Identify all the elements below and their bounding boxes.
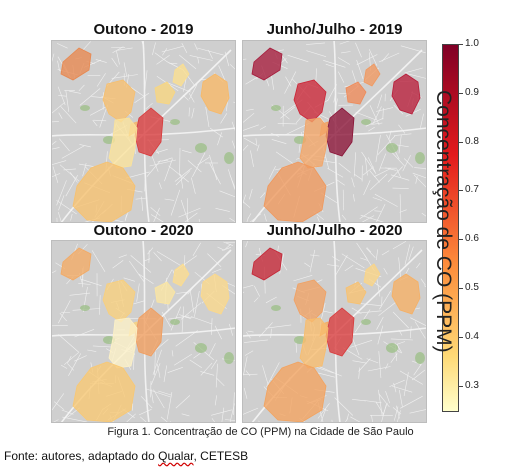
panel-title-outono-2019: Outono - 2019 [93, 21, 194, 38]
colorbar-tick-mark [459, 190, 463, 192]
district-south [263, 161, 327, 223]
colorbar-tick-mark [459, 385, 463, 387]
colorbar-tick-label: 0.8 [465, 135, 479, 147]
colorbar-tick-mark [459, 141, 463, 143]
district-northwest [251, 47, 283, 81]
district-northwest [251, 247, 283, 281]
colorbar-tick-mark [459, 239, 463, 241]
source-suffix: , CETESB [193, 449, 249, 463]
district-center-north [154, 281, 176, 305]
figure-caption: Figura 1. Concentração de CO (PPM) na Ci… [107, 426, 414, 438]
map-outono-2020 [51, 240, 236, 423]
map-outono-2019 [51, 40, 236, 223]
colorbar-tick-label: 1.0 [465, 38, 479, 49]
colorbar-tick-label: 0.7 [465, 184, 479, 196]
district-west [293, 279, 327, 323]
district-northwest [60, 247, 92, 281]
colorbar-tick-mark [459, 336, 463, 338]
district-north-central [172, 263, 190, 287]
district-south [72, 361, 136, 423]
district-east [200, 73, 230, 115]
district-center-north [345, 281, 367, 305]
district-center-north [345, 81, 367, 105]
source-prefix: Fonte: autores, adaptado do [4, 449, 159, 463]
map-junho-julho-2019 [242, 40, 427, 223]
source-qualar: Qualar [158, 449, 194, 463]
source-note: Fonte: autores, adaptado do Qualar, CETE… [4, 449, 248, 463]
district-southwest [108, 117, 138, 169]
district-southwest [299, 117, 329, 169]
district-east [391, 73, 421, 115]
district-east [391, 273, 421, 315]
colorbar-tick-label: 0.5 [465, 282, 479, 293]
district-southwest [299, 317, 329, 369]
district-northwest [60, 47, 92, 81]
district-southwest [108, 317, 138, 369]
colorbar-tick-mark [459, 92, 463, 94]
district-west [293, 79, 327, 123]
colorbar-tick-mark [459, 44, 463, 45]
map-frame [51, 40, 236, 223]
colorbar-label: Concentração de CO (PPM) [432, 90, 455, 353]
colorbar-tick-label: 0.9 [465, 86, 479, 98]
district-south [72, 161, 136, 223]
map-junho-julho-2020 [242, 240, 427, 423]
colorbar-tick-label: 0.6 [465, 233, 479, 245]
district-south [263, 361, 327, 423]
district-west [102, 279, 136, 323]
map-frame [242, 240, 427, 423]
panel-title-junho-julho-2019: Junho/Julho - 2019 [266, 21, 403, 38]
district-center-north [154, 81, 176, 105]
district-north-central [363, 63, 381, 87]
district-north-central [363, 263, 381, 287]
map-frame [242, 40, 427, 223]
colorbar-tick-label: 0.4 [465, 330, 479, 342]
district-north-central [172, 63, 190, 87]
panel-title-junho-julho-2020: Junho/Julho - 2020 [266, 222, 403, 239]
colorbar-tick-mark [459, 288, 463, 289]
colorbar-tick-label: 0.3 [465, 379, 479, 391]
map-frame [51, 240, 236, 423]
colorbar-gradient [442, 44, 459, 412]
panel-title-outono-2020: Outono - 2020 [93, 222, 194, 239]
district-west [102, 79, 136, 123]
district-east [200, 273, 230, 315]
